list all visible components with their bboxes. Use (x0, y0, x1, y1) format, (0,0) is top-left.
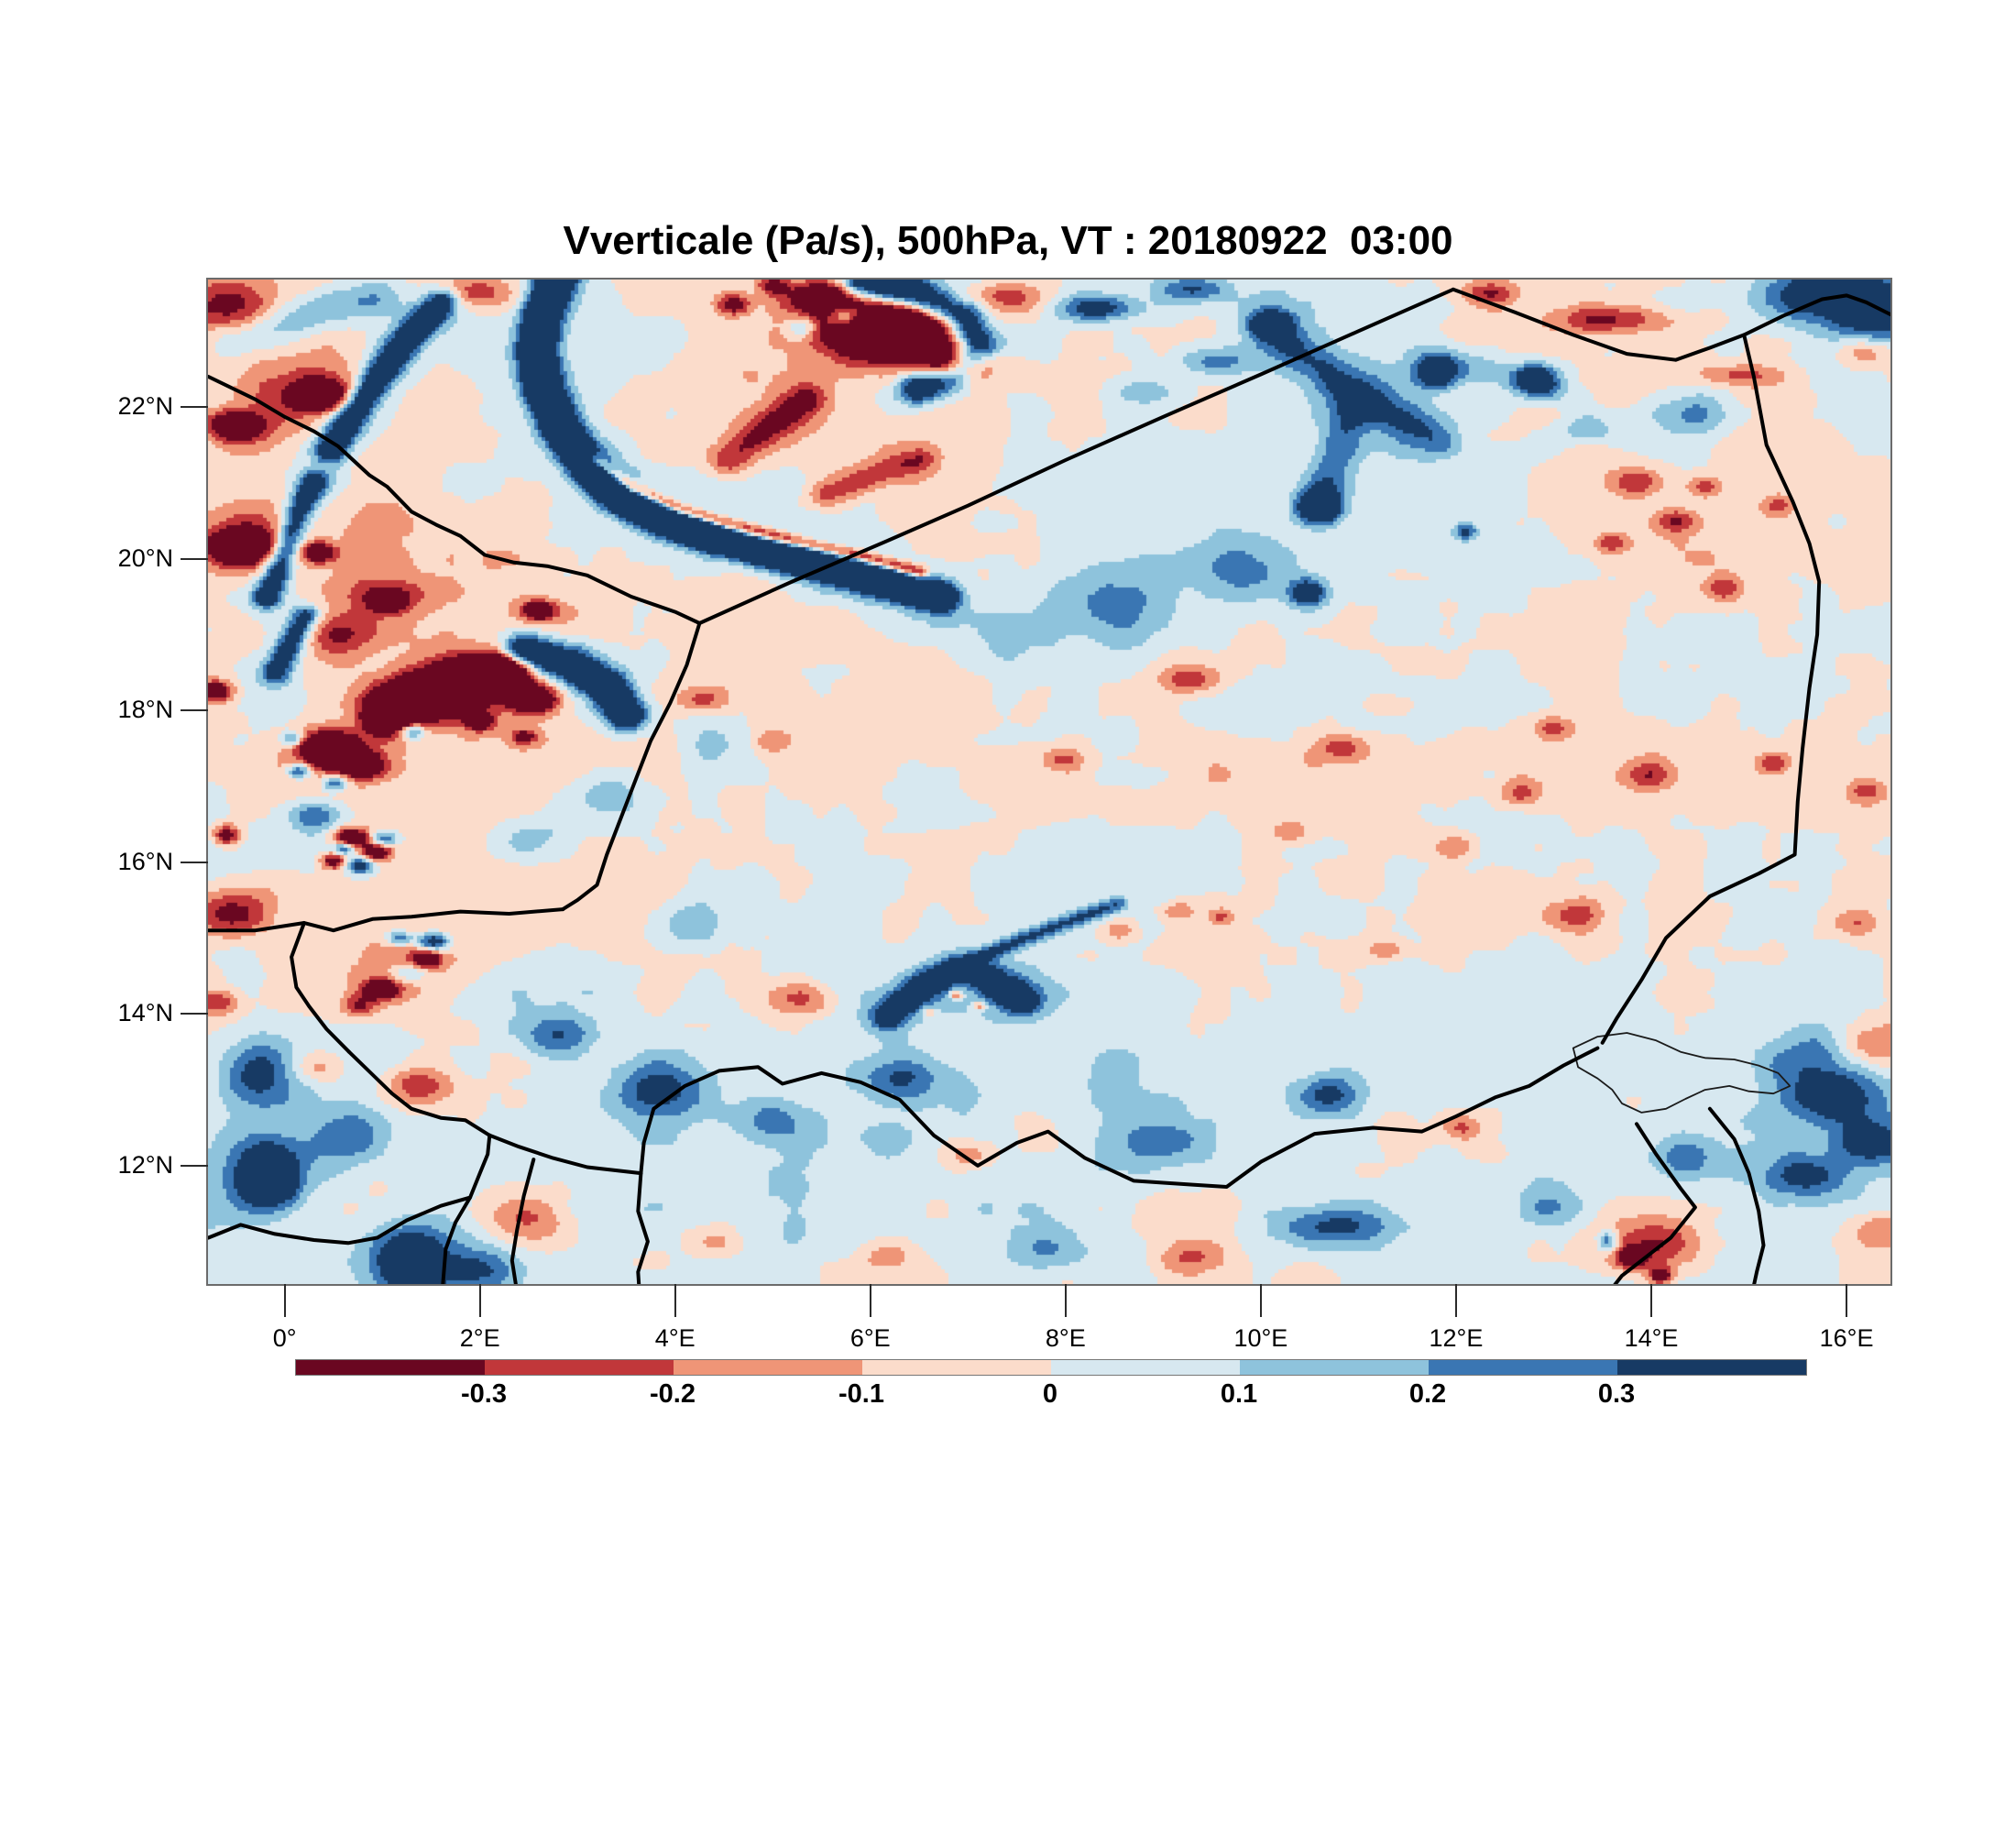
border-burkina-south (208, 1133, 492, 1246)
colorbar-segment (674, 1360, 862, 1375)
lon-tick-mark (1064, 1284, 1067, 1317)
lon-tick-label: 16°E (1819, 1324, 1874, 1352)
border-mali-niger-south (208, 907, 565, 933)
colorbar-segment (1051, 1360, 1240, 1375)
lon-tick-label: 0° (272, 1324, 297, 1352)
lon-tick-mark (478, 1284, 481, 1317)
lon-tick-label: 14°E (1624, 1324, 1679, 1352)
lon-tick-label: 6°E (849, 1324, 891, 1352)
colorbar-tick-label: -0.1 (838, 1379, 884, 1409)
border-algeria-niger (697, 287, 1455, 625)
lat-tick-label: 16°N (117, 847, 173, 875)
map-plot-area (206, 278, 1892, 1286)
border-benin-nigeria (636, 1171, 650, 1284)
lat-tick-mark (181, 1013, 208, 1015)
lon-tick-mark (674, 1284, 676, 1317)
lat-tick-label: 14°N (117, 999, 173, 1027)
lon-tick-label: 8°E (1045, 1324, 1086, 1352)
lon-tick-mark (1259, 1284, 1262, 1317)
colorbar-segment (1240, 1360, 1429, 1375)
colorbar-segment (1617, 1360, 1806, 1375)
lat-tick-label: 22°N (117, 392, 173, 421)
colorbar-segment (862, 1360, 1051, 1375)
colorbar-tick-label: -0.2 (650, 1379, 696, 1409)
lon-tick-mark (283, 1284, 286, 1317)
colorbar-tick-label: 0.1 (1220, 1379, 1258, 1409)
lat-tick-mark (181, 1164, 208, 1167)
lon-tick-mark (1454, 1284, 1457, 1317)
country-borders-overlay (208, 287, 1890, 1284)
colorbar (295, 1359, 1807, 1376)
lat-tick-label: 20°N (117, 543, 173, 572)
lon-tick-mark (1650, 1284, 1652, 1317)
lon-tick-label: 4°E (654, 1324, 696, 1352)
lon-tick-label: 2°E (459, 1324, 500, 1352)
border-niger-libya (1451, 287, 1747, 362)
border-burkina-niger (346, 1049, 492, 1137)
colorbar-segment (485, 1360, 674, 1375)
colorbar-tick-label: 0 (1042, 1379, 1058, 1409)
border-chad-cameroon (1707, 1106, 1766, 1284)
contour-field-canvas (208, 280, 1890, 1284)
lat-tick-mark (181, 557, 208, 560)
border-nigeria-cameroon (1613, 1122, 1697, 1284)
lon-tick-label: 10°E (1233, 1324, 1288, 1352)
lat-tick-label: 12°N (117, 1150, 173, 1179)
lon-tick-mark (869, 1284, 871, 1317)
border-algeria-mali (208, 375, 702, 625)
lon-tick-label: 12°E (1429, 1324, 1484, 1352)
border-mali-niger-east (561, 621, 702, 912)
colorbar-segment (1429, 1360, 1617, 1375)
border-niger-benin (488, 1133, 643, 1176)
colorbar-tick-label: 0.2 (1408, 1379, 1447, 1409)
lat-tick-label: 18°N (117, 696, 173, 724)
lat-tick-mark (181, 709, 208, 712)
border-togo-benin (441, 1195, 472, 1284)
lake-chad-outline (1572, 1032, 1791, 1114)
colorbar-segment (296, 1360, 485, 1375)
colorbar-tick-label: -0.3 (461, 1379, 507, 1409)
lon-tick-mark (1846, 1284, 1848, 1317)
border-niger-chad (1600, 333, 1822, 1045)
lat-tick-mark (181, 406, 208, 409)
border-libya-chad (1742, 293, 1890, 337)
border-mali-burkina (290, 921, 351, 1054)
lat-tick-mark (181, 861, 208, 863)
plot-title: Vverticale (Pa/s), 500hPa, VT : 20180922… (563, 218, 1453, 263)
border-benin-west (509, 1158, 536, 1284)
border-niger-nigeria (639, 1046, 1600, 1189)
colorbar-tick-label: 0.3 (1597, 1379, 1636, 1409)
